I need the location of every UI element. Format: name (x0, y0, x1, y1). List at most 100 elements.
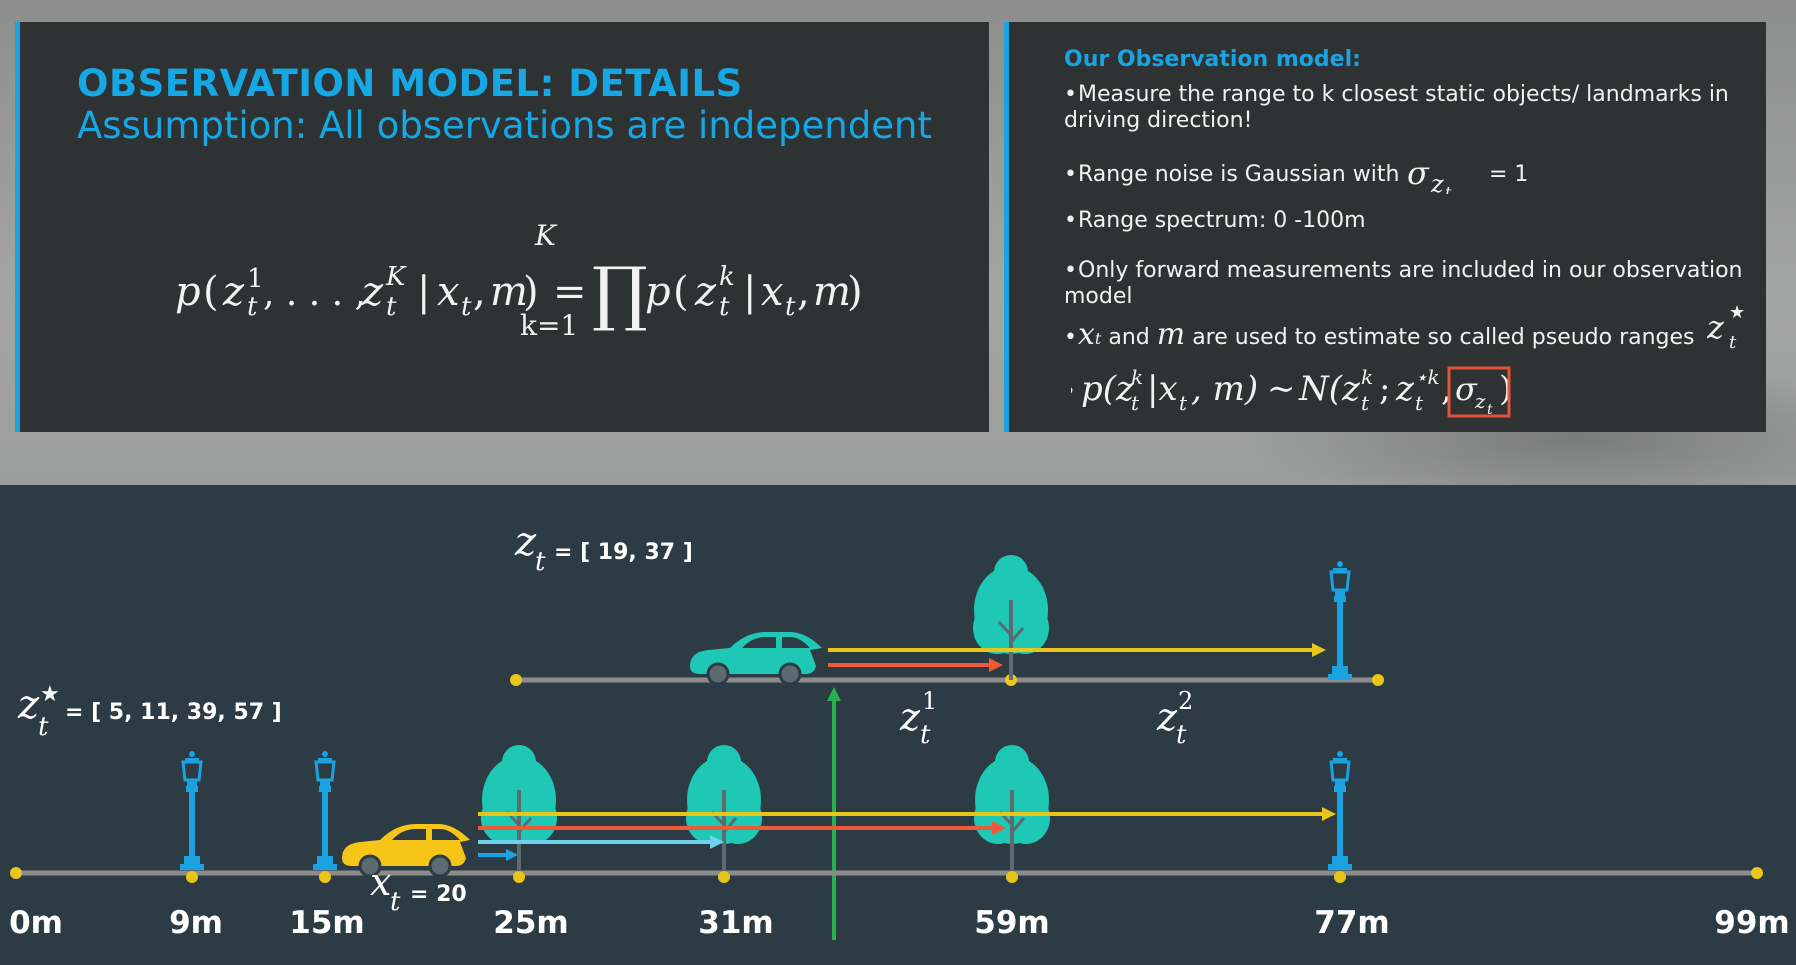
formula-x1: x (437, 269, 460, 315)
gf-N: N(z (1298, 369, 1361, 409)
gf-sup-k2: k (1361, 365, 1373, 389)
gf-sigma-sub-t: t (1487, 402, 1493, 418)
sigma-highlight-box (1447, 366, 1511, 418)
dot-0m (10, 867, 22, 879)
dot-99m (1751, 867, 1763, 879)
z1-label-z: z (899, 695, 921, 739)
gf-p: p(z (1081, 369, 1135, 409)
bullet-m: m (1156, 317, 1186, 352)
bullet-range-spectrum-text: Range spectrum: 0 -100m (1078, 208, 1366, 233)
upper-axis-dot-end (1372, 674, 1384, 686)
distance-label-2: 15m (289, 905, 365, 941)
upper-tree (971, 553, 1051, 682)
zt-value-label: = [ 19, 37 ] (554, 540, 693, 565)
formula-sub-t1: t (247, 292, 258, 322)
xt-label-t: t (390, 887, 401, 917)
formula-prod-top: K (534, 219, 558, 252)
gaussian-formula: • p(z k t |x t , m) ∼ N(z k t ; z ⋆k t ,… (1071, 365, 1512, 418)
formula-equals: = (553, 269, 587, 315)
formula-ellipsis: , . . . , (263, 273, 366, 314)
formula-paren-close2: ) (847, 269, 863, 315)
z2-label-z: z (1156, 695, 1178, 739)
formula-paren-open2: ( (673, 269, 689, 315)
distance-label-6: 77m (1314, 905, 1390, 941)
sigma-sub-t: t (1445, 183, 1452, 194)
tree-31m (684, 743, 764, 872)
road-scene: z t z ★ t x t z 1 t z 2 t (10, 519, 1763, 940)
distance-label-7: 99m (1714, 905, 1790, 941)
upper-lamp (1326, 559, 1354, 682)
gf-semicolon: ; (1379, 369, 1390, 409)
formula-sub-t3: t (461, 292, 472, 322)
gf-tilde: ∼ (1267, 369, 1296, 409)
formula-bar1: | (417, 269, 430, 315)
formula-sub-t5: t (785, 292, 796, 322)
xt-value-label: = 20 (410, 882, 467, 907)
slide-subtitle: Assumption: All observations are indepen… (77, 104, 932, 147)
scene-background (0, 485, 1796, 965)
formula-sub-t2: t (386, 292, 397, 322)
distance-label-3: 25m (493, 905, 569, 941)
gf-sub-t4: t (1415, 391, 1424, 415)
slide-title: OBSERVATION MODEL: DETAILS (77, 62, 743, 105)
tree-59m (972, 743, 1052, 872)
formula-comma1: , (473, 269, 486, 315)
formula-sub-t4: t (719, 292, 730, 322)
xt-label-x: x (370, 860, 391, 904)
zt-label-t: t (535, 547, 546, 577)
bullet-forward-measurements: •Only forward measurements are included … (1064, 258, 1743, 309)
sigma-value: = 1 (1489, 162, 1529, 187)
dot-77m (1334, 871, 1346, 883)
lower-arrow-blue-short-head (506, 849, 518, 861)
bullet-x: x (1078, 317, 1095, 352)
green-marker-head (827, 687, 841, 701)
bullet-measure-range: •Measure the range to k closest static o… (1064, 82, 1729, 133)
upper-arrow-yellow-head (1312, 643, 1326, 657)
right-panel: Our Observation model: •Measure the rang… (1004, 22, 1766, 432)
formula-prod: ∏ (592, 252, 648, 334)
formula-comma2: , (797, 269, 810, 315)
formula-prod-bottom: k=1 (520, 309, 578, 342)
zstar-label-star: ★ (40, 682, 60, 707)
lamp-15m (311, 749, 339, 872)
z1-sup: 1 (922, 687, 937, 715)
likelihood-formula: p ( z 1 t , . . . , z K t | x t , m ) = … (175, 219, 863, 342)
z2-sup: 2 (1178, 687, 1193, 715)
lamp-9m (178, 749, 206, 872)
gf-sub-t: t (1131, 391, 1140, 415)
formula-x2: x (761, 269, 784, 315)
pseudo-z-glyph: z (1707, 308, 1725, 346)
observation-model-heading: Our Observation model: (1064, 47, 1361, 72)
bullet-measure-range-text: Measure the range to k closest static ob… (1064, 82, 1729, 133)
z1-sub-t: t (920, 720, 931, 750)
sigma-glyph: σ (1407, 154, 1430, 192)
sigma-symbol: σ z t (1407, 154, 1452, 194)
pseudo-star: ★ (1729, 302, 1745, 323)
formula-m2: m (813, 269, 851, 315)
formula-z1: z (222, 269, 245, 315)
lamp-77m (1326, 749, 1354, 872)
lower-arrow-blue-long-head (710, 835, 724, 849)
gf-sigma-sub: z (1474, 389, 1486, 413)
zstar-label-z: z (17, 682, 40, 728)
gf-sub-t2: t (1179, 391, 1188, 415)
distance-label-1: 9m (169, 905, 223, 941)
formula-paren-open: ( (203, 269, 219, 315)
lower-arrow-yellow-head (1322, 807, 1336, 821)
distance-label-4: 31m (698, 905, 774, 941)
bullet-range-spectrum: •Range spectrum: 0 -100m (1064, 208, 1366, 233)
formula-zk: z (694, 269, 717, 315)
formula-p1: p (175, 269, 201, 315)
formula-sup-1: 1 (247, 264, 264, 294)
gf-sup-starK: ⋆k (1415, 365, 1440, 389)
left-panel: OBSERVATION MODEL: DETAILS Assumption: A… (15, 22, 989, 432)
bullet-pseudo-text: are used to estimate so called pseudo ra… (1192, 325, 1695, 350)
gf-sigma: σ (1455, 370, 1478, 408)
gf-m: , m) (1191, 369, 1258, 409)
formula-zK: z (361, 269, 384, 315)
gf-given: |x (1147, 369, 1178, 409)
dot-9m (186, 871, 198, 883)
zt-label-z: z (514, 519, 537, 565)
gf-comma: , (1441, 369, 1452, 409)
dot-25m (513, 871, 525, 883)
